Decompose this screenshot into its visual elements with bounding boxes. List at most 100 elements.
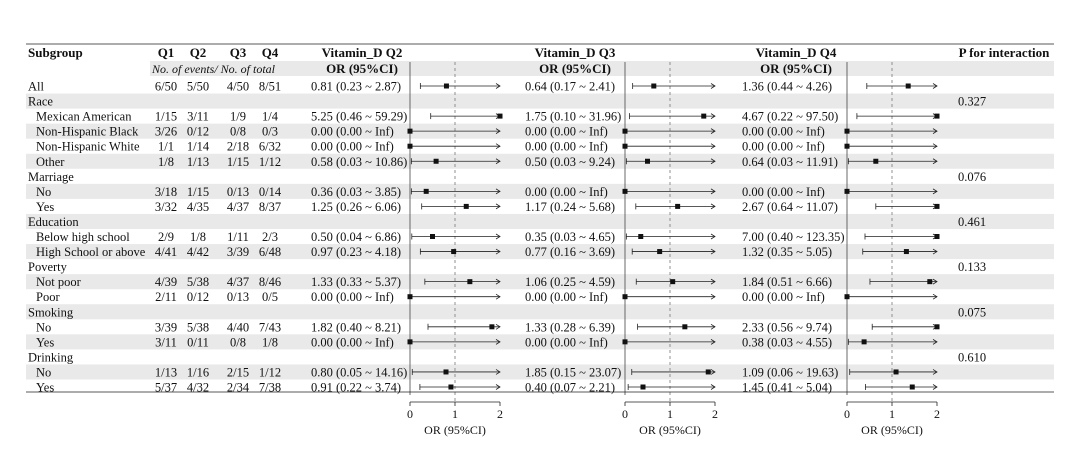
row-stripe bbox=[26, 153, 1054, 169]
row-label: Yes bbox=[36, 200, 54, 214]
count-cell: 0/14 bbox=[259, 185, 282, 199]
or-text: 0.00 (0.00 ~ Inf) bbox=[311, 290, 394, 304]
count-cell: 2/3 bbox=[262, 230, 278, 244]
ci-arrow bbox=[495, 278, 501, 285]
or-text: 2.33 (0.56 ~ 9.74) bbox=[742, 320, 832, 334]
count-cell: 1/14 bbox=[187, 140, 210, 154]
point-estimate bbox=[443, 83, 449, 89]
ci-arrow bbox=[495, 203, 501, 210]
ci-arrow bbox=[495, 293, 501, 300]
or-subheader-q3: OR (95%CI) bbox=[539, 61, 611, 76]
ci-arrow bbox=[710, 293, 716, 300]
point-estimate bbox=[467, 279, 473, 285]
point-estimate bbox=[407, 128, 413, 134]
count-cell: 6/50 bbox=[155, 80, 177, 94]
count-cell: 1/4 bbox=[262, 110, 279, 124]
point-estimate bbox=[638, 234, 644, 239]
point-estimate bbox=[407, 294, 413, 300]
count-cell: 3/11 bbox=[155, 335, 177, 349]
p-value: 0.075 bbox=[958, 305, 986, 319]
point-estimate bbox=[448, 384, 454, 390]
q4-header: Q4 bbox=[262, 45, 279, 60]
or-text: 0.00 (0.00 ~ Inf) bbox=[311, 125, 394, 139]
x-axes: 0 1 2 OR (95%CI) 0 1 2 OR (95%CI) 0 1 2 OR (95%CI) bbox=[407, 401, 940, 437]
point-estimate bbox=[844, 294, 850, 300]
ci-arrow bbox=[495, 369, 501, 375]
panel-title-q4: Vitamin_D Q4 bbox=[756, 45, 837, 60]
point-estimate bbox=[622, 188, 628, 194]
ci-arrow bbox=[710, 128, 716, 134]
or-text: 1.09 (0.06 ~ 19.63) bbox=[742, 365, 838, 379]
ci-arrow bbox=[710, 188, 716, 195]
or-text: 0.64 (0.03 ~ 11.91) bbox=[742, 155, 838, 169]
point-estimate bbox=[909, 384, 915, 390]
p-interaction-header: P for interaction bbox=[959, 45, 1051, 60]
or-text: 7.00 (0.40 ~ 123.35) bbox=[742, 230, 845, 244]
point-estimate bbox=[407, 143, 413, 149]
x-tick-label: 1 bbox=[889, 407, 895, 421]
ci-arrow bbox=[710, 83, 716, 89]
point-estimate bbox=[622, 143, 628, 149]
count-cell: 7/38 bbox=[259, 381, 281, 395]
row-label: Other bbox=[36, 155, 65, 169]
count-cell: 4/32 bbox=[187, 381, 209, 395]
or-text: 1.06 (0.25 ~ 4.59) bbox=[525, 275, 615, 289]
count-cell: 8/51 bbox=[259, 80, 281, 94]
count-cell: 5/50 bbox=[187, 80, 209, 94]
or-text: 0.50 (0.04 ~ 6.86) bbox=[311, 230, 401, 244]
p-value: 0.610 bbox=[958, 350, 986, 364]
count-cell: 4/35 bbox=[187, 200, 209, 214]
point-estimate bbox=[905, 83, 911, 89]
row-stripe bbox=[26, 274, 1054, 290]
ci-arrow bbox=[710, 158, 716, 165]
group-label: Race bbox=[28, 95, 53, 109]
ci-arrow bbox=[710, 339, 716, 345]
ci-arrow bbox=[495, 143, 501, 150]
or-text: 0.77 (0.16 ~ 3.69) bbox=[525, 245, 615, 259]
ci-arrow bbox=[495, 339, 501, 345]
row-stripe bbox=[26, 93, 1054, 109]
count-cell: 1/9 bbox=[230, 110, 246, 124]
or-text: 1.32 (0.35 ~ 5.05) bbox=[742, 245, 832, 259]
count-cell: 0/5 bbox=[262, 290, 278, 304]
ci-arrow bbox=[932, 384, 938, 390]
p-value: 0.461 bbox=[958, 215, 986, 229]
or-text: 0.91 (0.22 ~ 3.74) bbox=[311, 381, 401, 395]
count-cell: 3/39 bbox=[227, 245, 249, 259]
row-label: Non-Hispanic Black bbox=[36, 125, 139, 139]
group-label: Marriage bbox=[28, 170, 74, 184]
ci-arrow bbox=[495, 128, 501, 134]
or-text: 0.50 (0.03 ~ 9.24) bbox=[525, 155, 615, 169]
count-cell: 3/11 bbox=[187, 110, 209, 124]
p-value: 0.133 bbox=[958, 260, 986, 274]
row-label: No bbox=[36, 185, 51, 199]
row-stripe bbox=[26, 183, 1054, 199]
x-tick-label: 0 bbox=[844, 407, 850, 421]
row-label: Mexican American bbox=[36, 110, 132, 124]
or-text: 0.00 (0.00 ~ Inf) bbox=[525, 125, 608, 139]
count-cell: 0/11 bbox=[187, 335, 209, 349]
or-text: 1.17 (0.24 ~ 5.68) bbox=[525, 200, 615, 214]
ci-arrow bbox=[710, 113, 716, 119]
or-text: 0.97 (0.23 ~ 4.18) bbox=[311, 245, 401, 259]
point-estimate bbox=[497, 113, 503, 119]
row-label: No bbox=[36, 320, 51, 334]
or-text: 1.25 (0.26 ~ 6.06) bbox=[311, 200, 401, 214]
group-label: Poverty bbox=[28, 260, 68, 274]
ci-arrow bbox=[932, 248, 938, 255]
row-label: Non-Hispanic White bbox=[36, 140, 140, 154]
q3-header: Q3 bbox=[230, 45, 247, 60]
count-cell: 1/12 bbox=[259, 365, 281, 379]
row-label: Poor bbox=[36, 290, 60, 304]
point-estimate bbox=[640, 384, 646, 390]
x-axis-title: OR (95%CI) bbox=[639, 423, 701, 437]
count-cell: 3/26 bbox=[155, 125, 177, 139]
or-text: 0.80 (0.05 ~ 14.16) bbox=[311, 365, 407, 379]
row-stripe bbox=[26, 123, 1054, 139]
ci-arrow bbox=[932, 143, 938, 150]
ci-arrow bbox=[710, 369, 716, 375]
count-cell: 4/39 bbox=[155, 275, 177, 289]
or-text: 1.45 (0.41 ~ 5.04) bbox=[742, 381, 832, 395]
or-text: 5.25 (0.46 ~ 59.29) bbox=[311, 110, 407, 124]
count-cell: 4/42 bbox=[187, 245, 209, 259]
